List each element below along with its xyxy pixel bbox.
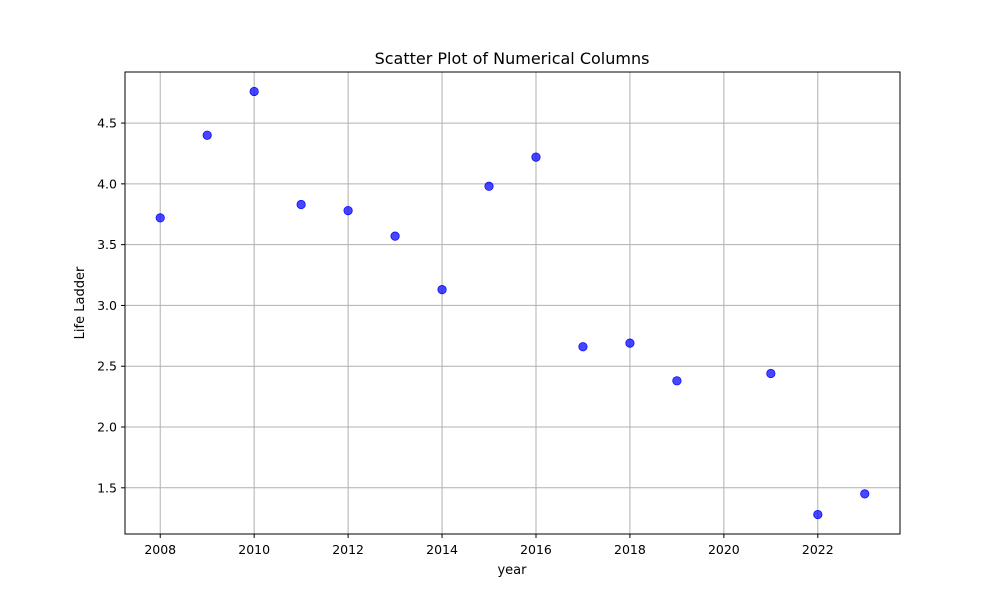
x-axis-label: year <box>497 563 527 578</box>
scatter-point <box>531 152 541 162</box>
scatter-point <box>437 285 447 295</box>
scatter-point <box>202 130 212 140</box>
scatter-point <box>860 489 870 499</box>
x-tick-label: 2008 <box>144 542 176 557</box>
x-tick-label: 2014 <box>426 542 458 557</box>
scatter-point <box>672 376 682 386</box>
y-tick-label: 3.0 <box>97 298 117 313</box>
y-tick-label: 2.5 <box>97 359 117 374</box>
x-tick-label: 2022 <box>802 542 834 557</box>
scatter-point <box>625 338 635 348</box>
grid-lines <box>125 72 900 534</box>
x-tick-label: 2016 <box>520 542 552 557</box>
y-tick-label: 4.5 <box>97 116 117 131</box>
x-tick-label: 2012 <box>332 542 364 557</box>
x-tick-label: 2010 <box>238 542 270 557</box>
x-axis-ticks: 2008 2010 2012 2014 2016 2018 2020 2022 <box>144 534 834 557</box>
scatter-point <box>343 206 353 216</box>
scatter-point <box>155 213 165 223</box>
scatter-point <box>766 368 776 379</box>
x-tick-label: 2020 <box>708 542 740 557</box>
scatter-point <box>296 199 306 210</box>
y-tick-label: 3.5 <box>97 237 117 252</box>
y-tick-label: 2.0 <box>97 420 117 435</box>
scatter-point <box>484 181 494 191</box>
y-axis-label: Life Ladder <box>73 266 88 339</box>
y-tick-label: 4.0 <box>97 176 117 191</box>
data-points <box>155 86 870 520</box>
chart-title: Scatter Plot of Numerical Columns <box>375 49 650 68</box>
scatter-point <box>578 342 588 352</box>
scatter-point <box>249 86 259 97</box>
y-tick-label: 1.5 <box>97 480 117 495</box>
y-axis-ticks: 1.5 2.0 2.5 3.0 3.5 4.0 4.5 <box>97 116 125 495</box>
plot-area-frame <box>124 71 901 535</box>
scatter-point <box>390 231 400 241</box>
x-tick-label: 2018 <box>614 542 646 557</box>
scatter-point <box>813 509 823 520</box>
